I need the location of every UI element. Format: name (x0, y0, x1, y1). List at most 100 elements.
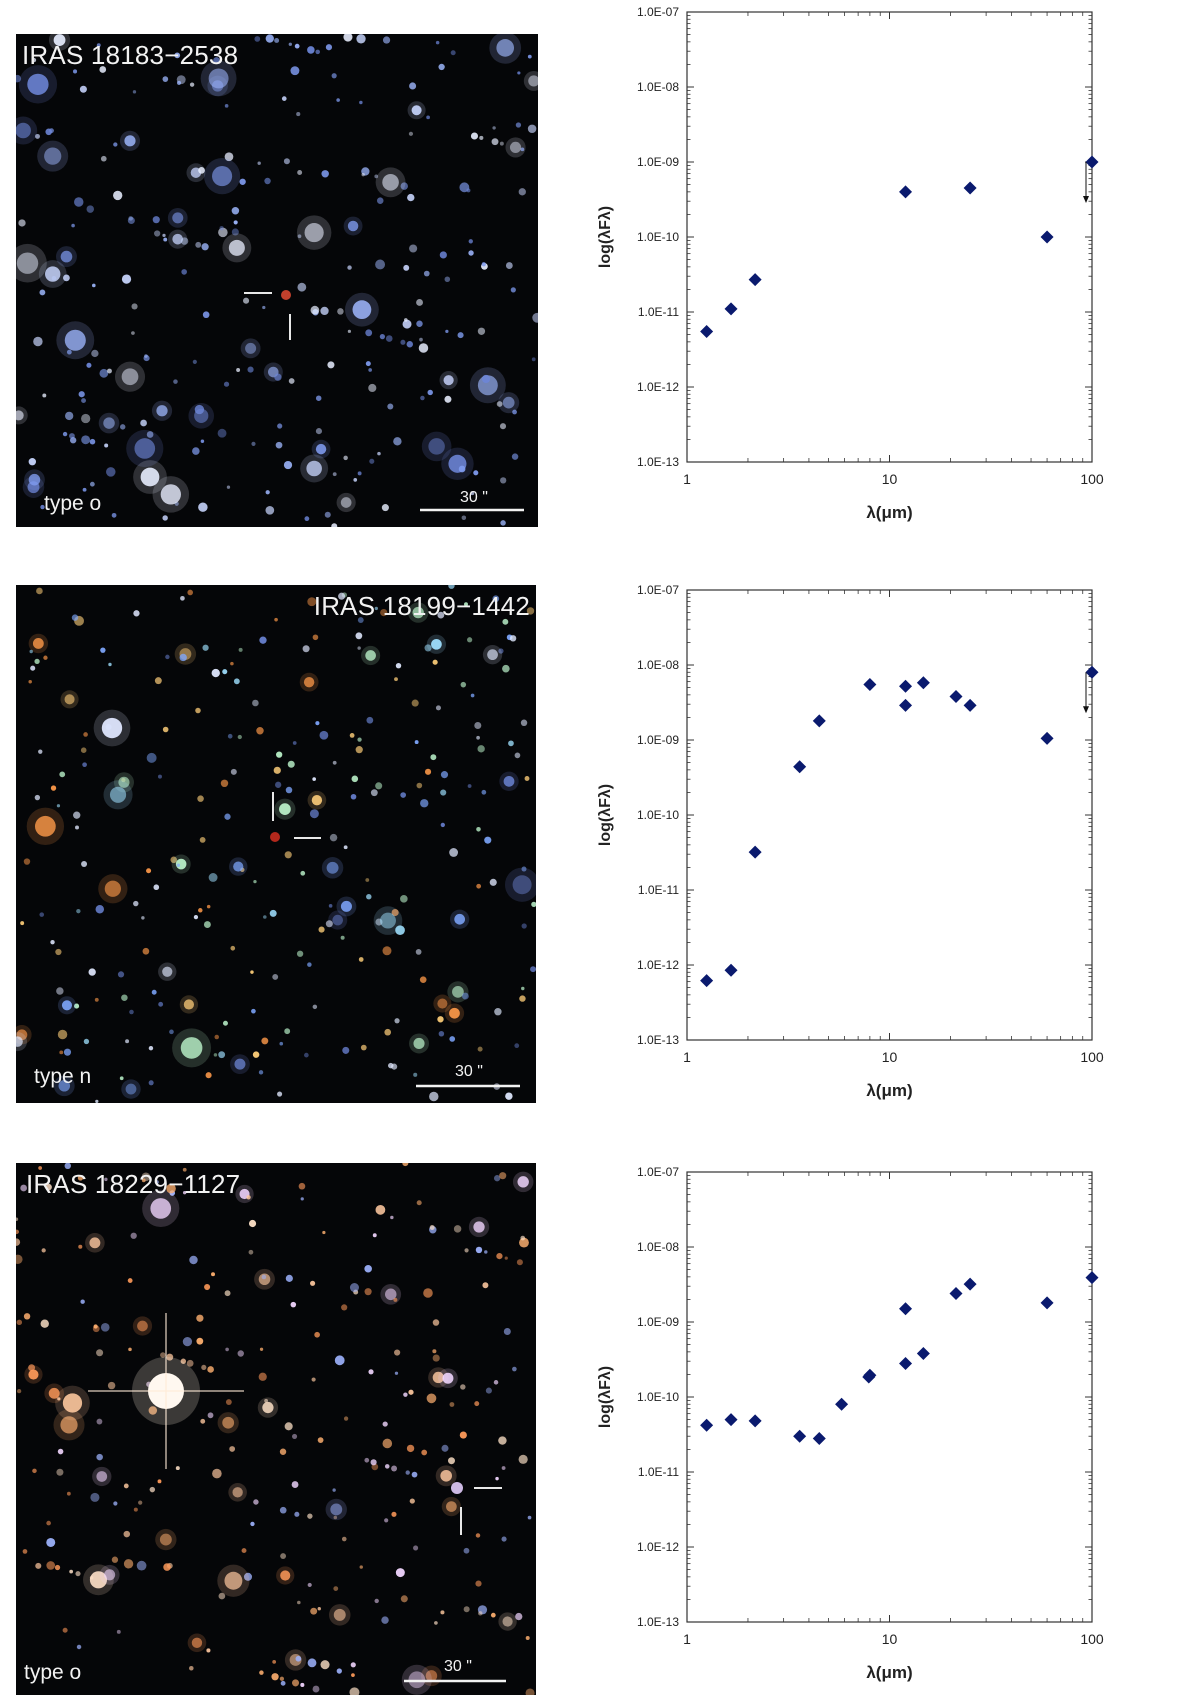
star (320, 1660, 330, 1670)
star (359, 100, 363, 105)
star (148, 1045, 154, 1051)
star (29, 649, 33, 654)
star (290, 1301, 297, 1308)
star (307, 597, 317, 607)
star (180, 1037, 203, 1059)
star (272, 973, 279, 980)
star (16, 1229, 19, 1235)
data-point (949, 690, 963, 704)
star (307, 1582, 312, 1588)
star (33, 336, 43, 347)
star (239, 178, 246, 185)
star (408, 131, 414, 136)
star (148, 1080, 154, 1086)
star (205, 1072, 212, 1079)
star (274, 373, 282, 381)
star (414, 740, 419, 745)
x-tick-label: 100 (1080, 1631, 1104, 1647)
star-glow (336, 492, 356, 513)
star (300, 870, 306, 876)
star (32, 1468, 37, 1474)
star (512, 409, 517, 415)
star (458, 465, 466, 473)
star (369, 458, 375, 464)
star (440, 771, 449, 779)
star (182, 1167, 187, 1172)
star (312, 1004, 318, 1010)
star (16, 1217, 19, 1221)
star (437, 1016, 444, 1023)
star (527, 124, 537, 134)
star (141, 916, 145, 920)
star (418, 343, 429, 353)
data-point (899, 1302, 913, 1316)
data-point (700, 324, 714, 338)
star (95, 905, 105, 914)
star (314, 1331, 320, 1338)
star (411, 699, 419, 707)
star (160, 484, 181, 505)
sed-plot-2: 1.0E-13 1.0E-12 1.0E-11 1.0E-10 1.0E-09 1.0E-… (597, 583, 1104, 1100)
star (532, 312, 538, 323)
star (222, 669, 228, 675)
star (516, 1259, 523, 1266)
data-point (1040, 1296, 1054, 1310)
star (271, 1673, 279, 1681)
star (166, 1183, 176, 1194)
star (413, 1072, 418, 1077)
star (62, 1627, 68, 1633)
star (18, 219, 26, 227)
data-point (899, 679, 913, 693)
star-glow (373, 906, 403, 935)
star (236, 368, 241, 372)
star (359, 1565, 363, 1569)
star (476, 883, 482, 889)
star (208, 68, 229, 89)
star (16, 1254, 23, 1264)
star (162, 726, 169, 733)
star (327, 361, 335, 369)
star (113, 1501, 118, 1506)
star (405, 1470, 410, 1475)
data-point (1085, 1271, 1099, 1285)
star (104, 443, 109, 448)
star (303, 676, 315, 688)
star-glow (37, 140, 69, 172)
star (233, 678, 240, 685)
star (50, 785, 57, 791)
data-point (793, 1429, 807, 1443)
star (379, 334, 386, 340)
star (517, 1176, 529, 1188)
star (428, 438, 445, 455)
star (358, 957, 364, 962)
star (463, 1547, 470, 1554)
star (238, 647, 243, 652)
star (89, 481, 95, 487)
star (390, 1215, 394, 1220)
star (380, 608, 388, 617)
star (409, 1498, 415, 1504)
y-tick-label: 1.0E-11 (638, 305, 679, 319)
star (50, 939, 55, 945)
star-glow (121, 1079, 141, 1099)
star (321, 170, 329, 178)
star (325, 44, 333, 51)
star (470, 693, 475, 698)
star (394, 1018, 400, 1024)
star (48, 1387, 60, 1399)
star (88, 968, 96, 976)
star (427, 389, 433, 396)
star (42, 393, 47, 398)
y-tick-label: 1.0E-07 (637, 583, 679, 597)
star (317, 1607, 321, 1611)
star (481, 262, 486, 267)
star (76, 908, 81, 914)
star (364, 1457, 370, 1463)
annotations (270, 792, 520, 1088)
star (80, 747, 87, 753)
star (492, 595, 500, 603)
data-point (949, 1286, 963, 1300)
star (332, 914, 344, 926)
star (452, 985, 464, 998)
star (502, 618, 509, 625)
